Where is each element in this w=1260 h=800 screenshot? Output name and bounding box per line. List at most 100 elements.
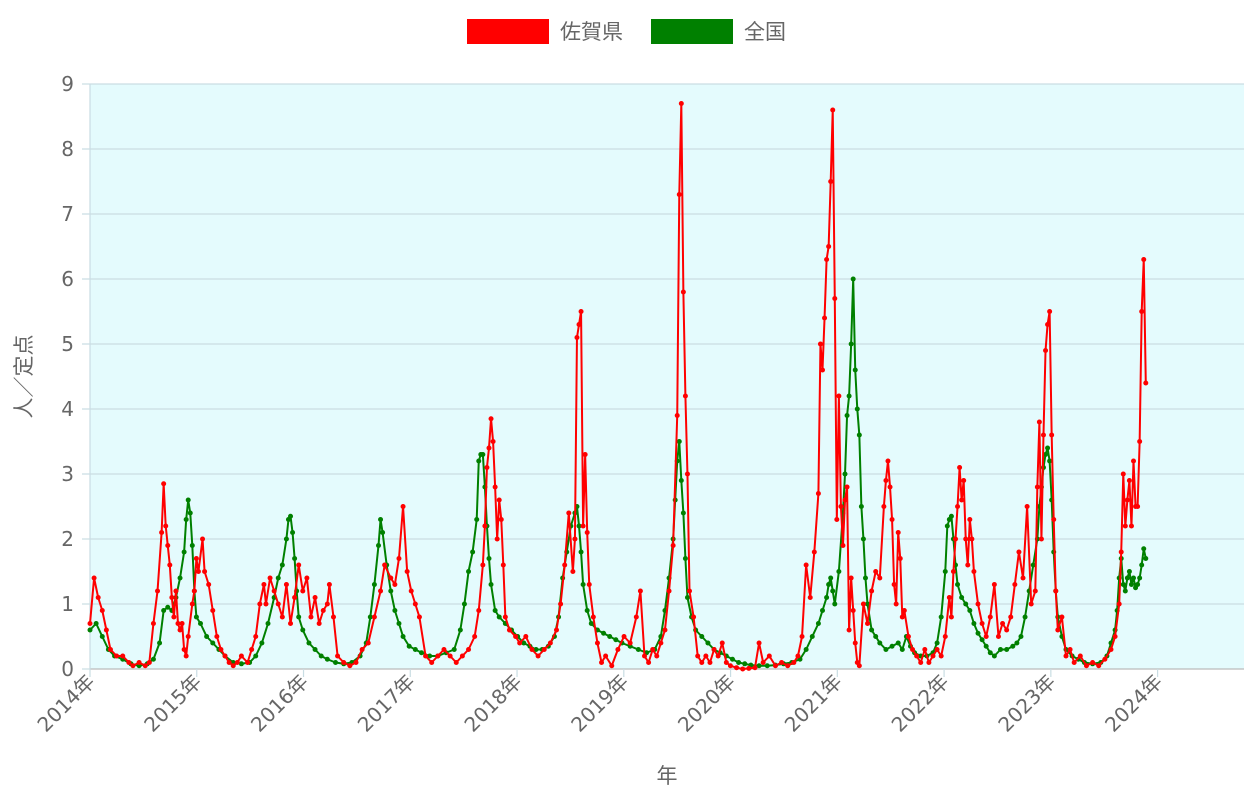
data-point	[457, 627, 463, 633]
data-point	[296, 614, 302, 620]
data-point	[206, 582, 212, 587]
data-point	[547, 640, 553, 646]
data-point	[584, 608, 590, 613]
data-point	[472, 634, 478, 639]
data-point	[187, 510, 193, 516]
data-point	[292, 556, 298, 561]
data-point	[175, 621, 181, 626]
data-point	[905, 634, 911, 639]
data-point	[607, 634, 613, 639]
data-point	[586, 582, 592, 587]
x-tick-label: 2021年	[780, 670, 847, 737]
data-point	[828, 575, 834, 581]
data-point	[807, 595, 813, 600]
legend-swatch	[467, 19, 549, 44]
data-point	[836, 393, 842, 399]
legend-item[interactable]: 全国	[651, 19, 786, 44]
data-point	[103, 627, 109, 633]
data-point	[676, 439, 682, 444]
data-point	[163, 523, 169, 529]
data-point	[1047, 309, 1053, 314]
data-point	[756, 640, 762, 646]
data-point	[820, 367, 826, 373]
data-point	[316, 621, 322, 626]
data-point	[975, 630, 981, 636]
data-point	[177, 627, 183, 633]
data-point	[865, 601, 871, 607]
data-point	[599, 660, 605, 665]
data-point	[727, 663, 733, 669]
data-point	[335, 653, 341, 659]
data-point	[703, 653, 709, 659]
data-point	[736, 660, 742, 665]
data-point	[914, 653, 920, 659]
data-point	[181, 549, 187, 555]
data-point	[283, 582, 289, 587]
data-point	[204, 634, 210, 639]
data-point	[185, 634, 191, 639]
data-point	[676, 192, 682, 197]
data-point	[488, 582, 494, 587]
data-point	[554, 627, 560, 633]
data-point	[230, 663, 236, 669]
data-point	[588, 621, 594, 626]
data-point	[283, 536, 289, 542]
data-point	[766, 653, 772, 659]
data-point	[238, 661, 244, 667]
data-point	[576, 322, 582, 327]
data-point	[1131, 458, 1137, 464]
data-point	[1004, 627, 1010, 633]
data-point	[580, 582, 586, 587]
data-point	[950, 569, 956, 574]
data-point	[963, 536, 969, 542]
data-point	[883, 478, 889, 483]
data-point	[529, 647, 535, 652]
data-point	[279, 614, 285, 620]
data-point	[979, 637, 985, 643]
x-tick-label: 2015年	[139, 670, 206, 737]
data-point	[306, 640, 312, 646]
data-point	[159, 530, 165, 535]
data-point	[476, 608, 482, 613]
data-point	[521, 640, 527, 646]
data-point	[562, 562, 568, 568]
data-point	[860, 536, 866, 542]
data-point	[87, 621, 93, 626]
data-point	[633, 614, 639, 620]
legend-item[interactable]: 佐賀県	[467, 19, 623, 44]
data-point	[326, 582, 332, 587]
data-point	[779, 660, 785, 665]
data-point	[1067, 647, 1073, 652]
data-point	[895, 530, 901, 535]
x-tick-label: 2016年	[246, 670, 313, 737]
data-point	[1141, 546, 1147, 552]
data-point	[392, 582, 398, 587]
data-point	[824, 257, 830, 262]
data-point	[202, 569, 208, 574]
x-tick-label: 2018年	[459, 670, 526, 737]
data-point	[570, 569, 576, 574]
data-point	[1124, 575, 1130, 581]
data-point	[1049, 432, 1055, 438]
data-point	[582, 452, 588, 457]
data-point	[1038, 536, 1044, 542]
data-point	[854, 406, 860, 412]
data-point	[842, 497, 848, 503]
data-point	[271, 588, 277, 594]
data-point	[265, 621, 271, 626]
x-tick-label: 2019年	[566, 670, 633, 737]
data-point	[416, 614, 422, 620]
data-point	[971, 621, 977, 626]
data-point	[842, 471, 848, 477]
legend[interactable]: 佐賀県 全国	[467, 19, 786, 44]
data-point	[979, 621, 985, 626]
data-point	[742, 661, 748, 667]
data-point	[578, 309, 584, 314]
data-point	[1051, 517, 1057, 522]
plot-area-background	[90, 84, 1244, 669]
data-point	[470, 549, 476, 555]
data-point	[946, 595, 952, 600]
x-axis: 2014年 2015年 2016年 2017年 2018年 2019年 2020年 2021年…	[32, 669, 1167, 737]
data-point	[1032, 588, 1038, 594]
data-point	[161, 481, 167, 487]
